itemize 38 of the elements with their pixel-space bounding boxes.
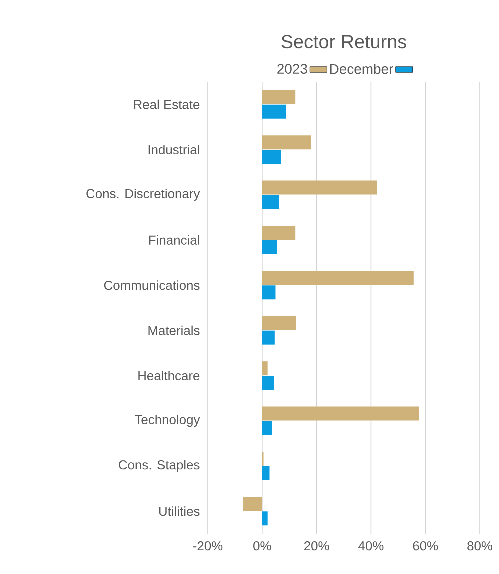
bar	[262, 286, 276, 300]
y-tick-label: Industrial	[148, 145, 200, 155]
bar	[262, 90, 296, 104]
bar	[262, 136, 312, 150]
legend-label: 2023	[278, 64, 308, 74]
x-tick-label: 20%	[304, 542, 330, 551]
y-tick-label: Communications	[104, 280, 200, 290]
x-tick-label: -20%	[193, 542, 223, 551]
bar	[262, 226, 296, 240]
y-tick-label: Financial	[149, 235, 200, 245]
bar	[243, 497, 262, 512]
x-tick-label: 60%	[413, 542, 438, 551]
bar	[262, 512, 268, 526]
legend-label: December	[330, 64, 394, 74]
y-tick-label: Real Estate	[134, 100, 200, 110]
y-tick-label: Utilities	[159, 506, 200, 516]
bar	[262, 240, 278, 254]
bar	[262, 362, 268, 376]
bar	[262, 406, 420, 421]
y-tick-label: Materials	[148, 326, 200, 336]
bar	[262, 466, 270, 480]
bar	[262, 421, 272, 436]
bar	[262, 195, 279, 210]
chart-title: Sector Returns	[282, 35, 406, 49]
bar	[262, 150, 282, 164]
y-tick-label: Cons. Discretionary	[86, 188, 200, 202]
y-tick-label: Healthcare	[138, 371, 200, 381]
x-tick-label: 0%	[254, 542, 272, 551]
x-tick-label: 80%	[468, 542, 493, 551]
bar	[262, 271, 414, 286]
bar	[262, 330, 275, 345]
bar	[262, 376, 274, 390]
x-tick-label: 40%	[358, 542, 384, 551]
y-tick-label: Technology	[135, 414, 200, 428]
bar	[262, 104, 286, 119]
y-tick-label: Cons. Staples	[119, 460, 200, 472]
bar	[262, 180, 378, 195]
bar	[262, 316, 296, 330]
